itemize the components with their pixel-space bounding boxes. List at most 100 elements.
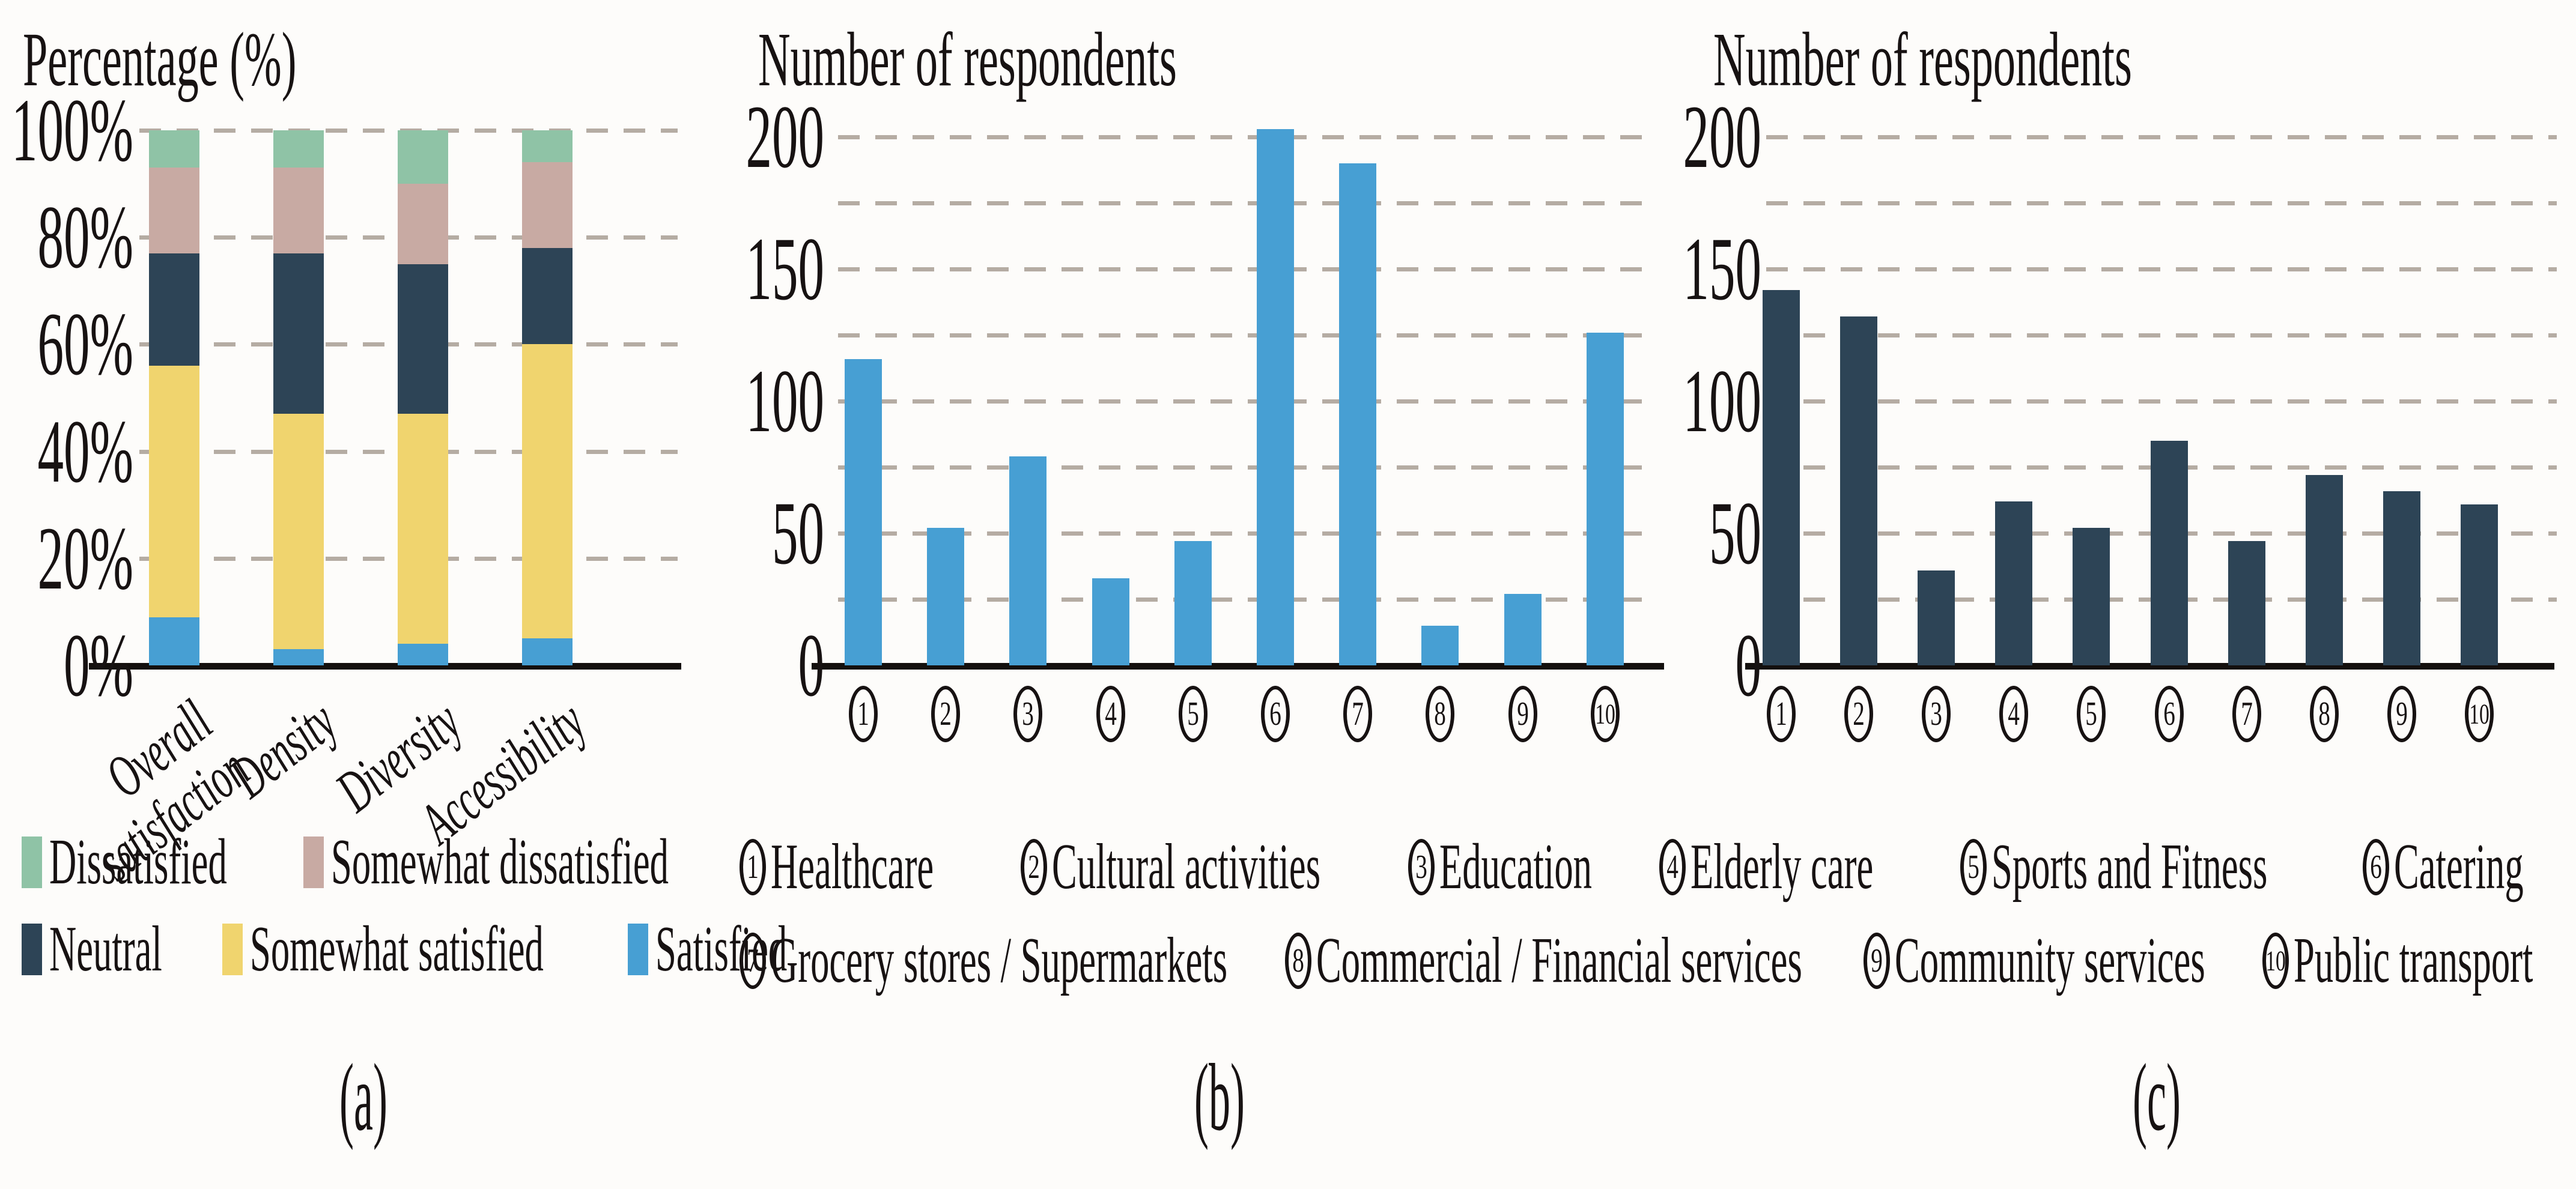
legend-label: Satisfied bbox=[655, 913, 788, 985]
x-tick-circle: 9 bbox=[2387, 686, 2416, 742]
panel-c-axis-title: Number of respondents bbox=[1713, 17, 2132, 102]
gridline bbox=[838, 135, 1651, 139]
x-tick-circle: 5 bbox=[1178, 686, 1208, 742]
circled-number: 10 bbox=[1594, 698, 1615, 730]
service-legend-label: Sports and Fitness bbox=[1991, 831, 2268, 903]
circled-number: 7 bbox=[747, 942, 759, 979]
circled-number: 9 bbox=[1871, 942, 1883, 979]
x-tick-circle: 8 bbox=[1426, 686, 1455, 742]
bar bbox=[845, 359, 882, 665]
stacked-bar-segment bbox=[273, 414, 324, 650]
gridline bbox=[1766, 267, 2557, 271]
gridline bbox=[838, 267, 1651, 271]
service-legend-circle: 3 bbox=[1408, 839, 1435, 895]
y-tick-label: 40% bbox=[37, 401, 133, 501]
circled-number: 2 bbox=[1028, 849, 1040, 886]
bar bbox=[1504, 594, 1542, 665]
circled-number: 2 bbox=[1853, 695, 1865, 733]
gridline bbox=[838, 333, 1651, 337]
stacked-bar-segment bbox=[398, 130, 448, 184]
stacked-bar-segment bbox=[398, 184, 448, 264]
stacked-bar-segment bbox=[273, 253, 324, 414]
stacked-bar-segment bbox=[149, 253, 199, 366]
circled-number: 1 bbox=[1775, 695, 1787, 733]
gridline bbox=[838, 531, 1651, 536]
legend-label: Dissatisfied bbox=[49, 826, 227, 898]
bar bbox=[2383, 491, 2420, 665]
circled-number: 10 bbox=[2469, 698, 2489, 730]
circled-number: 10 bbox=[2265, 945, 2286, 977]
stacked-bar-segment bbox=[398, 644, 448, 665]
x-tick-circle: 7 bbox=[1343, 686, 1373, 742]
stacked-bar-segment bbox=[149, 130, 199, 168]
circled-number: 8 bbox=[1292, 942, 1304, 979]
circled-number: 4 bbox=[1104, 695, 1117, 733]
service-legend-circle: 6 bbox=[2363, 839, 2389, 895]
x-tick-circle: 1 bbox=[1767, 686, 1796, 742]
circled-number: 6 bbox=[2163, 695, 2175, 733]
y-tick-label: 50 bbox=[772, 483, 824, 583]
x-tick-circle: 4 bbox=[1999, 686, 2029, 742]
y-tick-label: 100% bbox=[11, 80, 134, 180]
x-tick-circle: 9 bbox=[1508, 686, 1537, 742]
service-legend-label: Elderly care bbox=[1690, 831, 1874, 903]
y-tick-label: 80% bbox=[37, 187, 133, 288]
y-tick-label: 50 bbox=[1709, 483, 1761, 583]
x-tick-circle: 3 bbox=[1922, 686, 1951, 742]
bar bbox=[1174, 541, 1212, 665]
stacked-bar-segment bbox=[522, 130, 573, 163]
stacked-bar-segment bbox=[398, 264, 448, 414]
legend-swatch bbox=[222, 924, 243, 975]
y-tick-label: 0% bbox=[64, 616, 133, 715]
bar bbox=[1586, 332, 1624, 665]
bar bbox=[1092, 578, 1129, 665]
stacked-bar-segment bbox=[398, 414, 448, 644]
axis-line bbox=[812, 663, 1664, 670]
circled-number: 8 bbox=[1434, 695, 1447, 733]
gridline bbox=[838, 399, 1651, 404]
x-tick-circle: 7 bbox=[2232, 686, 2261, 742]
y-tick-label: 150 bbox=[746, 219, 825, 319]
circled-number: 6 bbox=[2370, 849, 2382, 886]
stacked-bar-segment bbox=[273, 130, 324, 168]
circled-number: 7 bbox=[1352, 695, 1364, 733]
bar bbox=[2305, 475, 2343, 665]
y-tick-label: 0 bbox=[798, 616, 825, 715]
circled-number: 9 bbox=[2395, 695, 2408, 733]
circled-number: 5 bbox=[2085, 695, 2098, 733]
service-legend-label: Healthcare bbox=[771, 831, 934, 903]
circled-number: 6 bbox=[1269, 695, 1281, 733]
stacked-bar-segment bbox=[149, 617, 199, 665]
gridline bbox=[1766, 201, 2557, 205]
x-tick-circle: 2 bbox=[931, 686, 961, 742]
gridline bbox=[1766, 399, 2557, 404]
bar bbox=[1763, 290, 1800, 665]
circled-number: 8 bbox=[2318, 695, 2330, 733]
bar bbox=[927, 528, 965, 665]
bar bbox=[1840, 316, 1878, 665]
gridline bbox=[838, 201, 1651, 205]
y-tick-label: 20% bbox=[37, 508, 133, 608]
circled-number: 1 bbox=[747, 849, 759, 886]
bar bbox=[1421, 626, 1459, 665]
x-tick-circle: 10 bbox=[1590, 686, 1620, 742]
x-tick-circle: 2 bbox=[1844, 686, 1874, 742]
circled-number: 4 bbox=[2008, 695, 2020, 733]
bar bbox=[1009, 456, 1047, 665]
bar bbox=[2228, 541, 2265, 665]
x-tick-circle: 6 bbox=[1261, 686, 1290, 742]
stacked-bar-segment bbox=[522, 344, 573, 639]
service-legend-label: Public transport bbox=[2294, 925, 2533, 996]
y-tick-label: 150 bbox=[1683, 219, 1762, 319]
service-legend-circle: 4 bbox=[1659, 839, 1686, 895]
gridline bbox=[838, 465, 1651, 470]
service-legend-circle: 5 bbox=[1960, 839, 1987, 895]
axis-line bbox=[89, 663, 681, 670]
x-tick-circle: 5 bbox=[2077, 686, 2106, 742]
bar bbox=[1257, 129, 1294, 665]
bar bbox=[1995, 501, 2033, 665]
x-tick-circle: 6 bbox=[2154, 686, 2184, 742]
legend-label: Somewhat satisfied bbox=[250, 913, 544, 985]
stacked-bar-segment bbox=[522, 248, 573, 345]
